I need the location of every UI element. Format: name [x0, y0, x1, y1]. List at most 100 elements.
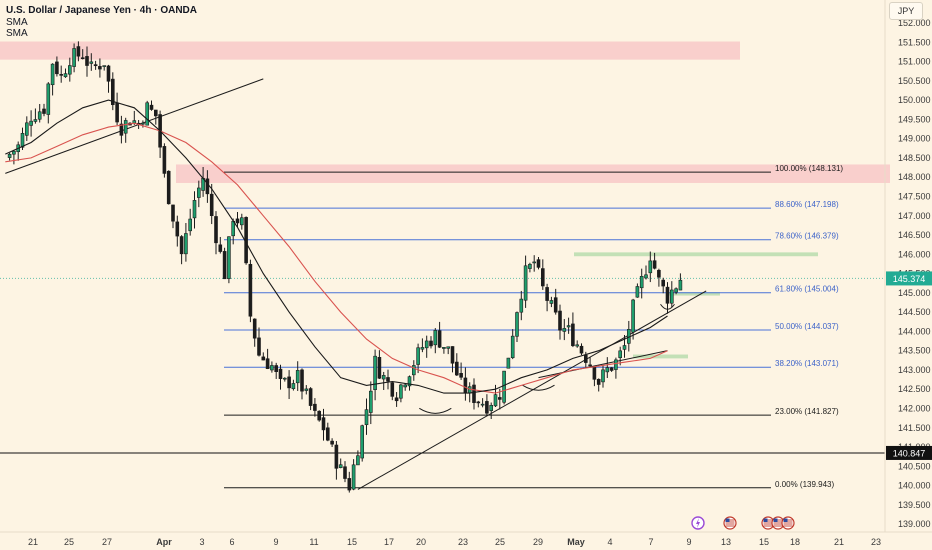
candle-body [394, 397, 399, 402]
candle-body [235, 218, 240, 224]
candle-body [523, 265, 528, 301]
candle-body [313, 403, 317, 411]
support-zone [666, 292, 720, 296]
candle-body [55, 61, 59, 75]
swing-low-arc [419, 407, 452, 414]
candle-body [450, 346, 455, 364]
candle-body [532, 261, 537, 264]
candle-body [270, 365, 274, 371]
candle-body [93, 64, 98, 67]
x-tick-label: 11 [309, 537, 318, 547]
x-tick-label: 15 [347, 537, 357, 547]
x-tick-label: 9 [273, 537, 278, 547]
candle-body [433, 330, 438, 346]
fib-level-label: 38.20% (143.071) [775, 359, 839, 368]
x-tick-label: 7 [648, 537, 653, 547]
candle-body [631, 299, 635, 333]
candle-body [68, 65, 72, 75]
candle-body [145, 102, 149, 126]
candle-body [274, 365, 279, 373]
candle-body [227, 236, 231, 279]
support-zone [633, 354, 688, 359]
candle-body [205, 178, 210, 195]
candle-body [334, 444, 339, 469]
event-layer[interactable] [691, 516, 795, 530]
candle-body [282, 377, 287, 380]
zone-layer [0, 41, 890, 359]
y-tick-label: 139.000 [898, 519, 931, 529]
sma-legend-fast[interactable]: SMA [6, 17, 28, 28]
y-tick-label: 142.500 [898, 384, 931, 394]
lightning-icon-bolt [696, 518, 700, 528]
candlestick-series [7, 41, 683, 493]
us-flag-icon[interactable] [781, 516, 795, 530]
candle-body [351, 464, 356, 490]
candle-body [368, 390, 373, 413]
resistance-zone [0, 41, 740, 60]
candle-body [278, 368, 283, 379]
candle-body [502, 370, 506, 403]
candle-body [454, 361, 459, 376]
trendline-layer[interactable] [0, 78, 885, 490]
candle-body [381, 375, 386, 380]
candle-body [149, 104, 154, 110]
support-zone [574, 252, 818, 257]
x-tick-label: 17 [384, 537, 394, 547]
candle-body [166, 170, 171, 205]
candle-body [188, 218, 192, 232]
x-tick-label: 3 [199, 537, 204, 547]
currency-button[interactable]: JPY [889, 2, 923, 20]
candle-body [390, 382, 395, 397]
candle-body [480, 403, 485, 406]
y-tick-label: 143.500 [898, 346, 931, 356]
candle-body [592, 366, 597, 380]
candle-body [106, 65, 111, 82]
candle-body [214, 216, 218, 244]
candle-body [141, 122, 145, 125]
candle-body [37, 111, 42, 120]
y-tick-label: 144.000 [898, 326, 931, 336]
x-tick-label: 23 [871, 537, 881, 547]
swing-low-arc [522, 384, 555, 391]
candle-body [562, 328, 567, 332]
candle-body [540, 268, 545, 287]
candle-body [622, 345, 627, 350]
us-flag-icon[interactable] [723, 516, 737, 530]
candle-body [300, 369, 304, 392]
trendline[interactable] [357, 290, 707, 490]
candle-body [325, 427, 330, 441]
candle-body [20, 133, 25, 148]
candle-body [373, 355, 377, 390]
candle-body [442, 347, 446, 349]
candle-body [545, 287, 549, 301]
candle-body [240, 217, 244, 226]
us-flag-icon[interactable] [771, 516, 785, 530]
candle-body [304, 388, 309, 391]
candle-body [257, 337, 261, 356]
candle-body [588, 364, 592, 367]
y-tick-label: 142.000 [898, 404, 931, 414]
y-tick-label: 152.000 [898, 18, 931, 28]
candle-body [566, 325, 571, 328]
candle-body [175, 221, 180, 237]
candle-body [111, 78, 115, 106]
candle-body [63, 73, 68, 78]
x-tick-label: 4 [607, 537, 612, 547]
candle-body [287, 376, 291, 389]
trendline[interactable] [538, 350, 668, 379]
lightning-icon[interactable] [691, 516, 705, 530]
candle-body [50, 63, 55, 86]
candle-body [429, 340, 433, 347]
x-tick-label: 20 [416, 537, 426, 547]
y-tick-label: 145.000 [898, 288, 931, 298]
x-tick-label: Apr [156, 537, 172, 547]
sma-legend-slow[interactable]: SMA [6, 28, 28, 39]
candle-body [536, 259, 541, 268]
fibonacci-retracement[interactable]: 100.00% (148.131) 88.60% (147.198) 78.60% … [224, 164, 843, 489]
candle-body [515, 312, 519, 337]
fib-level-label: 23.00% (141.827) [775, 407, 839, 416]
candle-body [184, 233, 188, 255]
trendline[interactable] [5, 78, 264, 174]
candle-body [553, 297, 558, 313]
